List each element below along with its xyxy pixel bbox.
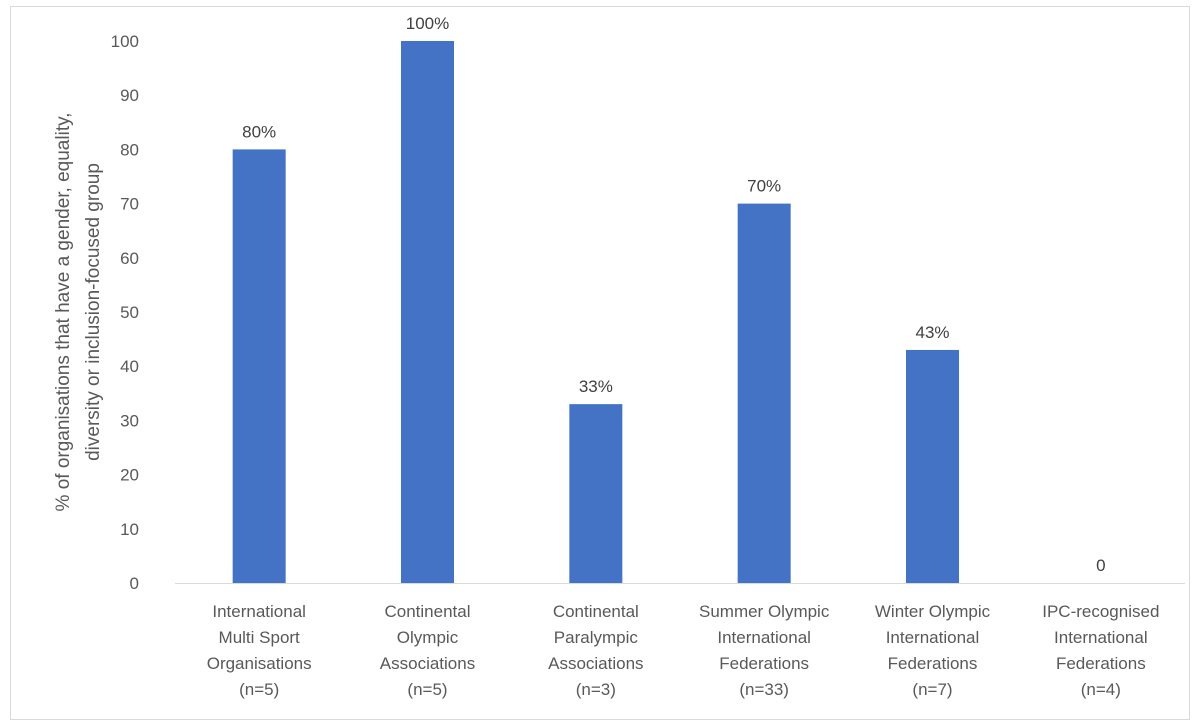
category-label-line: International bbox=[717, 628, 811, 647]
y-axis-label-line: % of organisations that have a gender, e… bbox=[53, 113, 74, 512]
category-label-line: Associations bbox=[548, 654, 643, 673]
category-label-line: Federations bbox=[719, 654, 809, 673]
bars bbox=[232, 41, 959, 583]
category-label-line: (n=5) bbox=[407, 680, 447, 699]
y-tick-label: 20 bbox=[120, 466, 139, 485]
category-label-line: Associations bbox=[380, 654, 475, 673]
y-tick-label: 80 bbox=[120, 140, 139, 159]
data-label: 0 bbox=[1096, 556, 1105, 575]
y-axis-label: % of organisations that have a gender, e… bbox=[53, 113, 104, 512]
category-label-line: (n=7) bbox=[912, 680, 952, 699]
bar bbox=[906, 349, 959, 583]
y-tick-label: 40 bbox=[120, 357, 139, 376]
category-label-line: International bbox=[212, 602, 306, 621]
y-tick-label: 70 bbox=[120, 195, 139, 214]
category-label-line: Federations bbox=[1056, 654, 1146, 673]
y-tick-label: 90 bbox=[120, 86, 139, 105]
y-axis-ticks: 0 10 20 30 40 50 60 70 80 90 100 bbox=[111, 32, 139, 593]
y-tick-label: 30 bbox=[120, 411, 139, 430]
category-label-line: Paralympic bbox=[554, 628, 639, 647]
category-label-line: Continental bbox=[384, 602, 470, 621]
data-label: 100% bbox=[406, 14, 449, 33]
category-label-line: Olympic bbox=[397, 628, 459, 647]
data-labels: 80% 100% 33% 70% 43% 0 bbox=[242, 14, 1105, 575]
bar bbox=[737, 203, 791, 583]
y-tick-label: 10 bbox=[120, 520, 139, 539]
category-label-line: IPC-recognised bbox=[1042, 602, 1159, 621]
category-label-line: Organisations bbox=[207, 654, 312, 673]
category-label-line: (n=3) bbox=[576, 680, 616, 699]
y-tick-label: 50 bbox=[120, 303, 139, 322]
data-label: 80% bbox=[242, 122, 276, 141]
category-label-line: International bbox=[886, 628, 980, 647]
data-label: 33% bbox=[579, 377, 613, 396]
chart-frame bbox=[10, 6, 1190, 720]
category-label-line: (n=4) bbox=[1081, 680, 1121, 699]
category-label-line: Multi Sport bbox=[219, 628, 301, 647]
y-tick-label: 60 bbox=[120, 249, 139, 268]
category-label-line: Summer Olympic bbox=[699, 602, 830, 621]
category-label-line: Winter Olympic bbox=[875, 602, 991, 621]
category-label-line: International bbox=[1054, 628, 1148, 647]
data-label: 70% bbox=[747, 177, 781, 196]
data-label: 43% bbox=[915, 323, 949, 342]
category-label-line: (n=33) bbox=[739, 680, 789, 699]
bar bbox=[401, 41, 454, 583]
bar bbox=[569, 404, 623, 583]
bar bbox=[232, 149, 286, 583]
y-axis-label-line: diversity or inclusion-focused group bbox=[83, 163, 104, 461]
category-label-line: Continental bbox=[553, 602, 639, 621]
category-label-line: Federations bbox=[888, 654, 978, 673]
y-tick-label: 100 bbox=[111, 32, 139, 51]
y-tick-label: 0 bbox=[130, 574, 139, 593]
category-label-line: (n=5) bbox=[239, 680, 279, 699]
category-labels: International Multi Sport Organisations (n=… bbox=[207, 602, 1160, 699]
